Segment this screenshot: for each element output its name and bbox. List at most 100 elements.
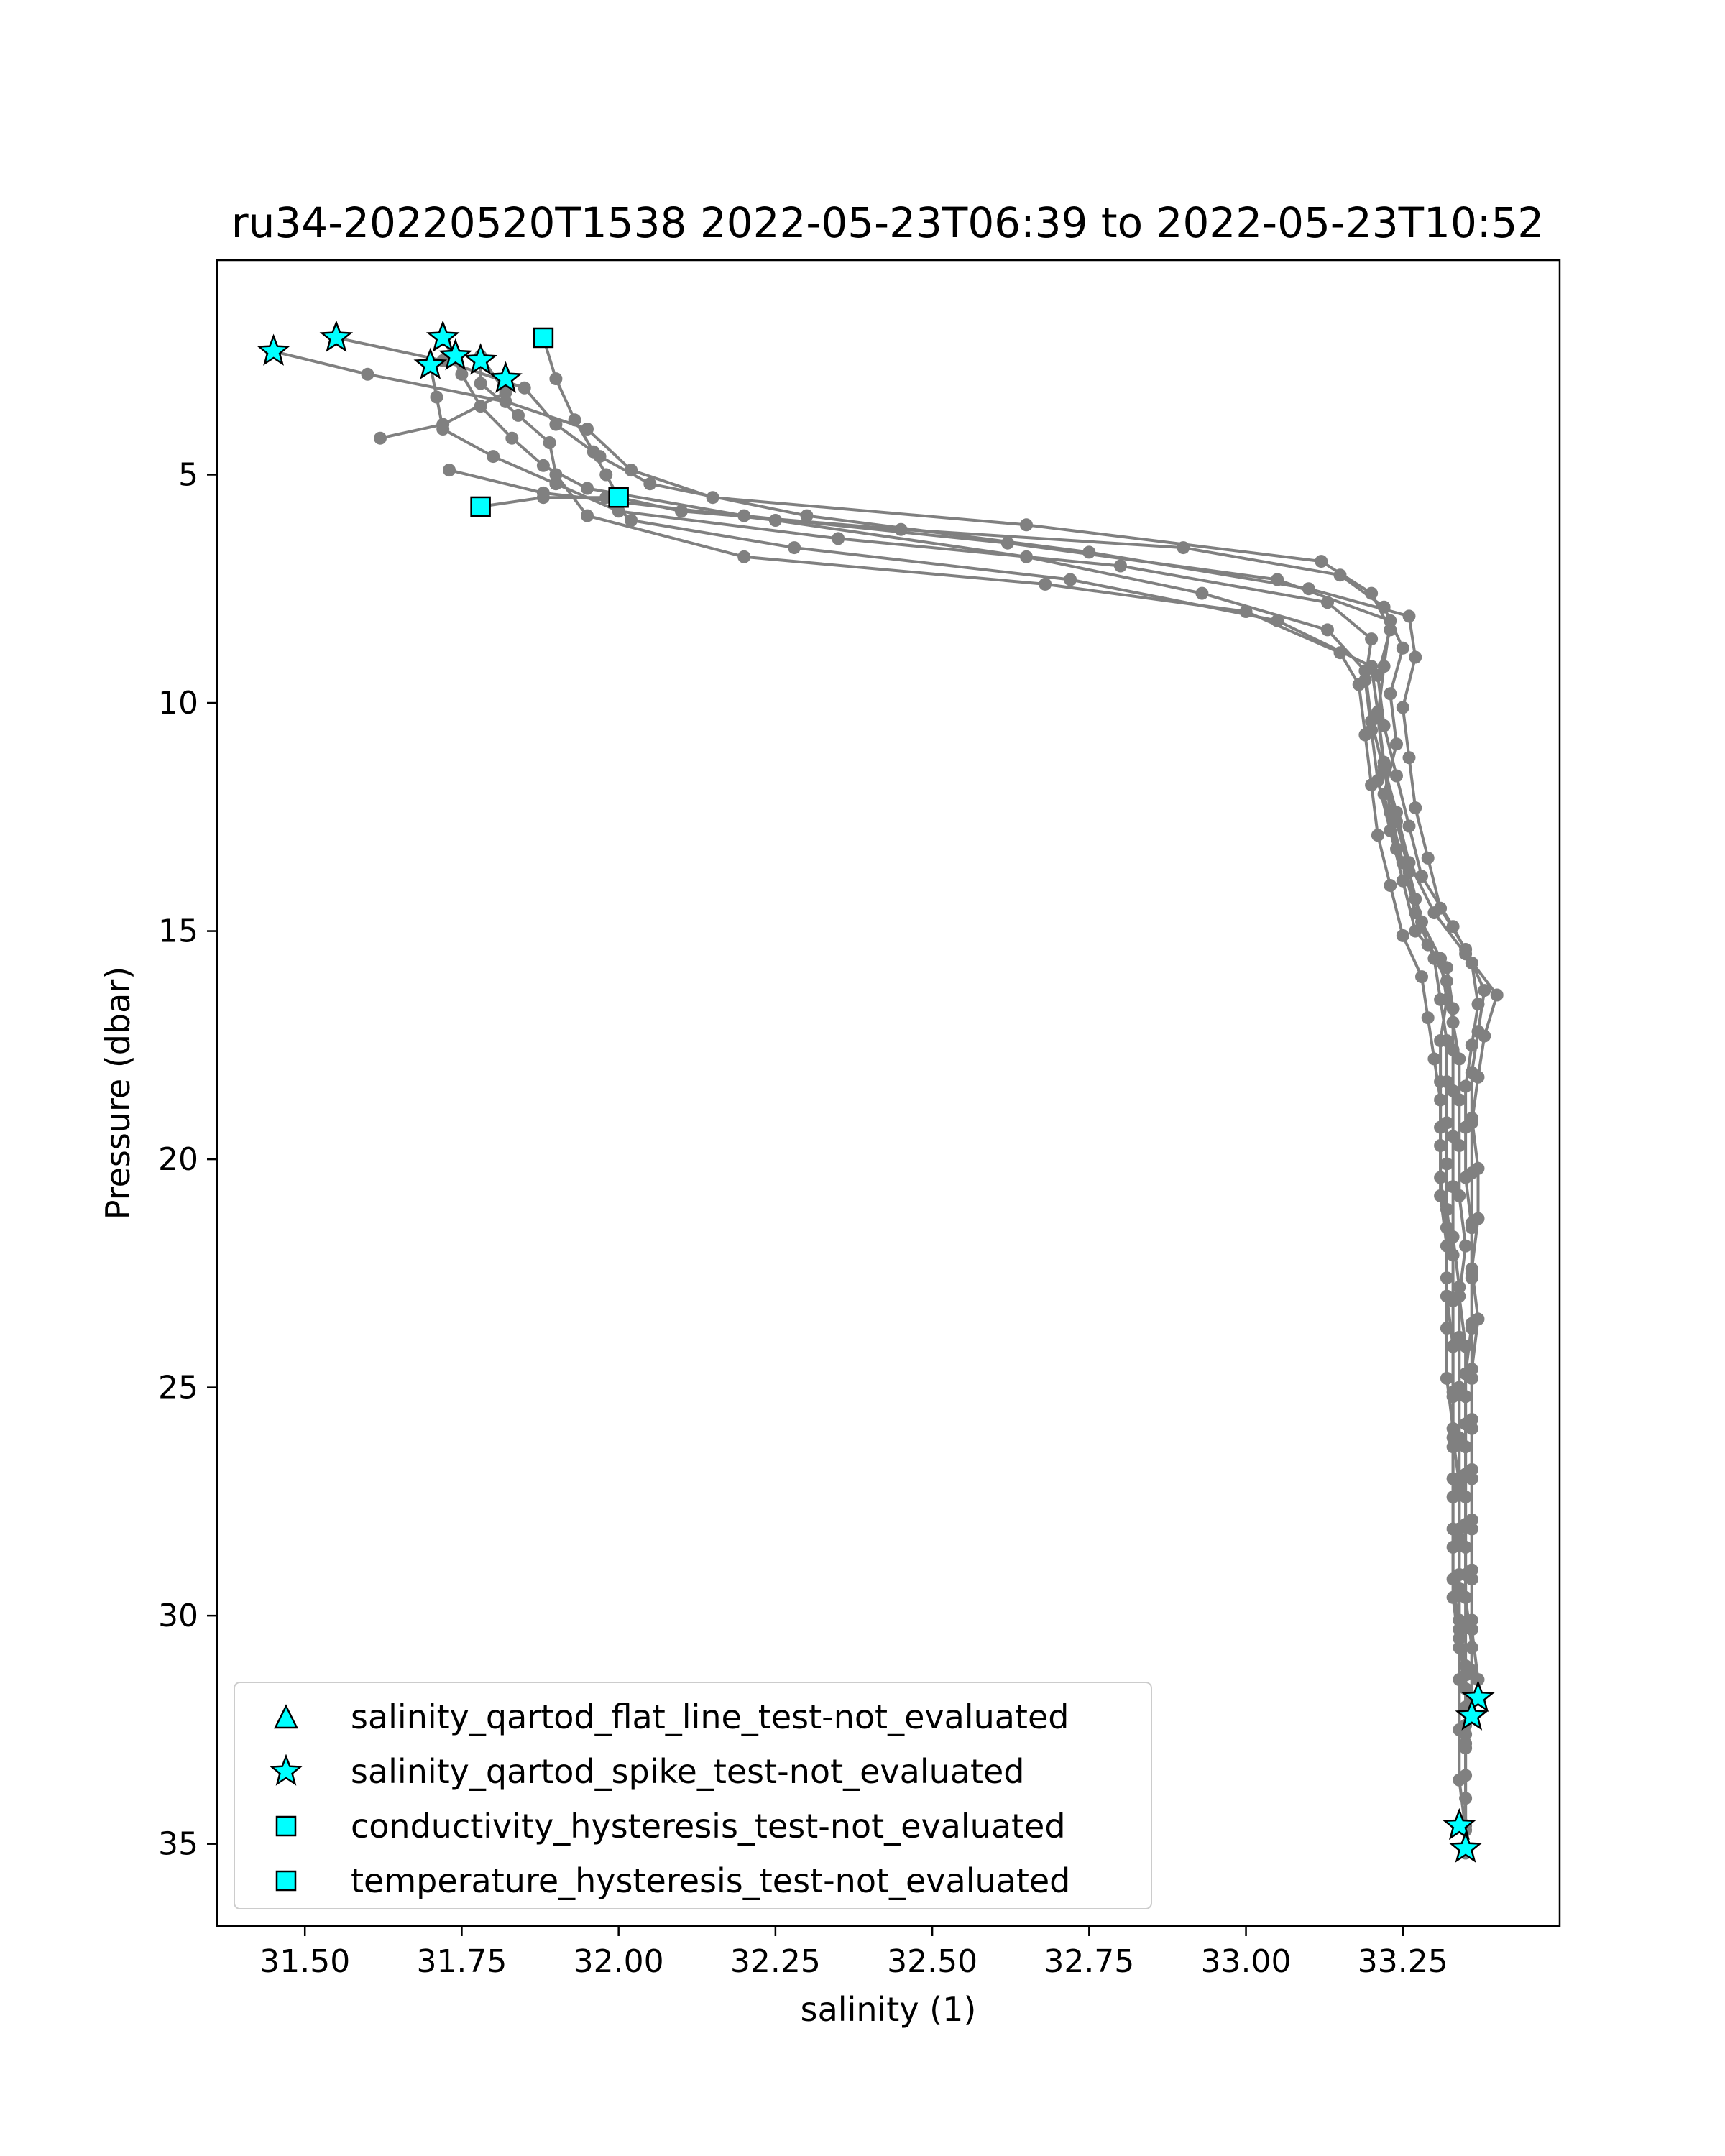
profile-point (1459, 1239, 1473, 1253)
x-tick-label: 31.75 (416, 1943, 507, 1980)
profile-point (1446, 1422, 1460, 1435)
profile-point (1271, 573, 1284, 586)
flag-marker-square (533, 327, 554, 349)
legend: salinity_qartod_flat_line_test-not_evalu… (234, 1682, 1152, 1909)
profile-point (1459, 1417, 1473, 1431)
profile-point (1321, 623, 1334, 637)
profile-point (1377, 765, 1391, 778)
x-tick-label: 32.50 (887, 1943, 978, 1980)
profile-point (1440, 992, 1453, 1006)
profile-point (1453, 1723, 1466, 1736)
flag-marker-star (257, 333, 290, 366)
flag-marker-star (464, 343, 497, 375)
legend-marker-square (275, 1870, 297, 1892)
profile-point (1365, 586, 1379, 600)
profile-point (1315, 555, 1328, 568)
profile-point (518, 381, 531, 395)
profile-point (1321, 596, 1334, 609)
profile-point (1390, 815, 1403, 829)
profile-point (1453, 1623, 1466, 1636)
x-tick-label: 32.75 (1044, 1943, 1134, 1980)
legend-item: conductivity_hysteresis_test-not_evaluat… (275, 1807, 1066, 1846)
legend-item: salinity_qartod_spike_test-not_evaluated (269, 1752, 1024, 1791)
profile-point (581, 423, 594, 436)
legend-item: salinity_qartod_flat_line_test-not_evalu… (273, 1697, 1069, 1736)
x-tick-label: 33.00 (1201, 1943, 1292, 1980)
plot-frame (216, 259, 1561, 1927)
profile-point (625, 514, 638, 527)
profile-point (1390, 769, 1403, 783)
profile-point (1453, 1189, 1466, 1202)
profile-point (1453, 1330, 1466, 1344)
y-tick-label: 35 (158, 1826, 198, 1863)
profile-point (1446, 1340, 1460, 1353)
plot-content (257, 320, 1504, 1863)
profile-point (1371, 705, 1384, 719)
profile-point (788, 541, 801, 555)
profile-point (612, 505, 625, 518)
flag-markers-star (257, 320, 1495, 1863)
profile-point (768, 514, 782, 527)
profile-point (737, 550, 751, 563)
flag-marker-star (319, 320, 354, 352)
x-tick-label: 32.00 (574, 1943, 664, 1980)
profile-point (1371, 829, 1384, 842)
profile-point (1020, 550, 1033, 563)
profile-point (1446, 1294, 1460, 1307)
y-axis-label: Pressure (dbar) (98, 967, 137, 1220)
profile-point (499, 395, 512, 408)
profile-point (1446, 1248, 1460, 1262)
profile-point (1459, 1367, 1473, 1381)
profile-point (1384, 879, 1397, 892)
x-tick-label: 33.25 (1358, 1943, 1448, 1980)
profile-point (1478, 984, 1491, 998)
profile-point (512, 408, 525, 422)
profile-point (1446, 1522, 1460, 1536)
profile-point (1384, 614, 1397, 627)
profile-point (1446, 1572, 1460, 1586)
profile-point (1459, 1468, 1473, 1481)
profile-point (1490, 988, 1504, 1002)
profile-point (1358, 664, 1372, 678)
profile-point (1421, 1011, 1435, 1025)
profile-point (643, 477, 657, 491)
profile-point (1421, 851, 1435, 865)
profile-point (549, 372, 563, 386)
profile-point (1396, 641, 1409, 655)
profile-point (1446, 1084, 1460, 1097)
profile-point (1415, 970, 1428, 984)
profile-point (1365, 778, 1379, 792)
profile-point (536, 486, 550, 499)
y-axis: 5 10 15 20 25 30 35 (158, 456, 217, 1863)
profile-point (549, 418, 563, 431)
y-tick-label: 10 (158, 685, 198, 722)
profile-point (1471, 1673, 1485, 1687)
profile-point (1434, 1171, 1448, 1184)
profile-point (1402, 751, 1416, 765)
legend-items: salinity_qartod_flat_line_test-not_evalu… (269, 1697, 1070, 1900)
profile-point (1453, 1139, 1466, 1152)
legend-item: temperature_hysteresis_test-not_evaluate… (275, 1861, 1070, 1900)
profile-point (1064, 573, 1077, 586)
profile-point (1365, 714, 1379, 728)
legend-marker-triangle (273, 1704, 299, 1729)
profile-point (543, 436, 556, 449)
y-tick-label: 25 (158, 1370, 198, 1406)
profile-point (1440, 1271, 1453, 1285)
profile-point (1471, 1070, 1485, 1084)
profile-point (1409, 650, 1422, 664)
profile-point (1427, 1052, 1441, 1066)
profile-point (549, 468, 563, 482)
profile-point (1000, 536, 1014, 550)
profile-point (1478, 1029, 1491, 1043)
profile-point (1440, 1157, 1453, 1171)
profile-point (1365, 632, 1379, 646)
profile-series (443, 464, 1473, 1860)
profile-point (1402, 609, 1416, 623)
x-axis: 31.50 31.75 32.00 32.25 32.50 32.75 33.00 33.25 (259, 1926, 1448, 1980)
profile-point (1358, 728, 1372, 742)
profile-point (455, 367, 469, 381)
profile-line (480, 496, 1468, 1743)
flag-marker-star (1461, 1680, 1495, 1713)
